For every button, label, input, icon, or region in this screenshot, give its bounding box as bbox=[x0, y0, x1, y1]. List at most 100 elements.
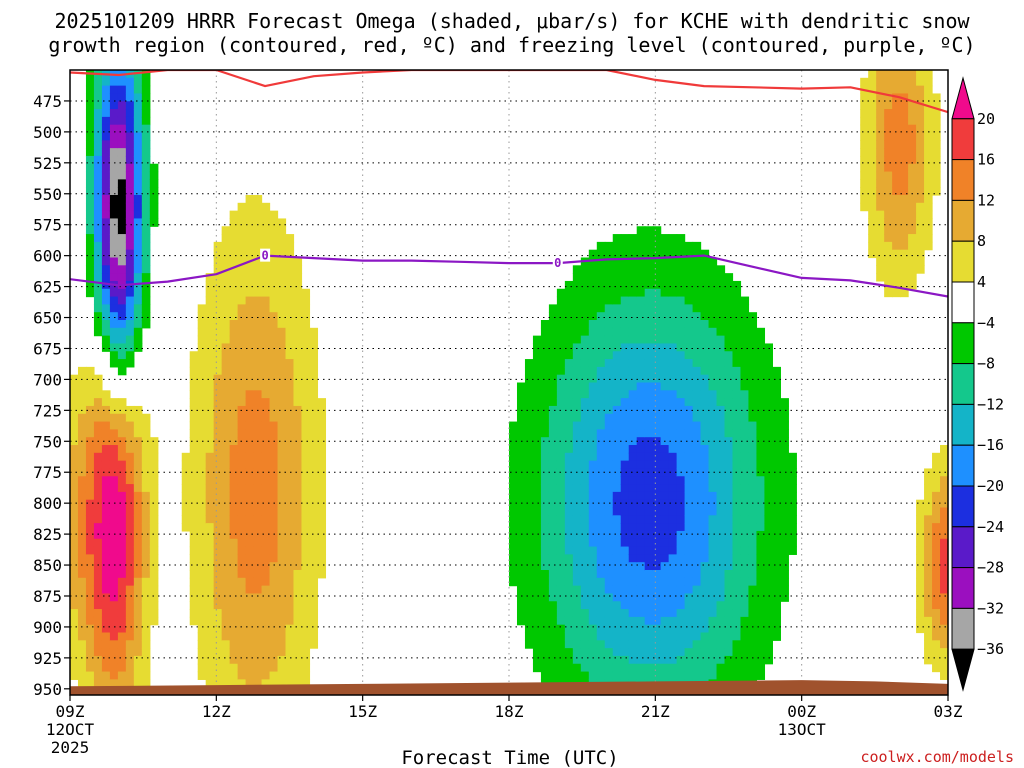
omega-cell bbox=[117, 538, 127, 548]
omega-cell bbox=[253, 429, 263, 438]
omega-cell bbox=[564, 468, 574, 477]
omega-cell bbox=[748, 530, 758, 540]
omega-cell bbox=[580, 476, 590, 485]
omega-cell bbox=[109, 585, 119, 595]
omega-cell bbox=[868, 210, 877, 220]
omega-cell bbox=[77, 476, 87, 485]
omega-cell bbox=[269, 554, 279, 563]
omega-cell bbox=[636, 570, 646, 579]
omega-cell bbox=[724, 460, 734, 470]
omega-cell bbox=[644, 632, 654, 641]
omega-cell bbox=[205, 398, 215, 407]
omega-cell bbox=[772, 601, 781, 610]
omega-cell bbox=[125, 116, 135, 126]
omega-cell bbox=[221, 562, 231, 571]
colorbar-swatch bbox=[951, 485, 975, 528]
omega-cell bbox=[205, 609, 215, 618]
omega-cell bbox=[133, 124, 143, 134]
omega-cell bbox=[141, 609, 151, 618]
omega-cell bbox=[133, 195, 143, 204]
omega-cell bbox=[93, 507, 103, 516]
omega-cell bbox=[221, 593, 231, 602]
omega-cell bbox=[892, 70, 901, 79]
omega-cell bbox=[205, 343, 215, 352]
omega-cell bbox=[181, 476, 191, 485]
omega-cell bbox=[772, 538, 781, 548]
omega-cell bbox=[125, 109, 135, 118]
omega-cell bbox=[740, 437, 750, 446]
omega-cell bbox=[237, 632, 247, 641]
omega-cell bbox=[628, 616, 638, 626]
omega-cell bbox=[245, 437, 255, 446]
omega-cell bbox=[85, 593, 95, 602]
omega-cell bbox=[109, 679, 119, 688]
omega-cell bbox=[237, 429, 247, 438]
omega-cell bbox=[892, 179, 901, 188]
omega-cell bbox=[293, 601, 303, 610]
omega-cell bbox=[285, 499, 295, 509]
omega-cell bbox=[221, 359, 231, 368]
omega-cell bbox=[668, 343, 678, 352]
omega-cell bbox=[85, 460, 95, 470]
omega-cell bbox=[708, 366, 718, 376]
colorbar-swatch bbox=[951, 363, 975, 405]
omega-cell bbox=[109, 429, 119, 438]
omega-cell bbox=[900, 163, 909, 173]
omega-cell bbox=[756, 390, 766, 399]
omega-cell bbox=[229, 632, 239, 641]
omega-cell bbox=[580, 398, 590, 407]
omega-cell bbox=[724, 280, 734, 290]
omega-cell bbox=[237, 312, 247, 321]
omega-cell bbox=[109, 445, 119, 454]
omega-cell bbox=[684, 562, 694, 571]
omega-cell bbox=[668, 616, 678, 626]
omega-cell bbox=[189, 390, 199, 399]
omega-cell bbox=[732, 507, 742, 516]
omega-cell bbox=[612, 421, 622, 430]
omega-cell bbox=[788, 523, 797, 532]
omega-cell bbox=[133, 320, 143, 329]
omega-cell bbox=[700, 663, 710, 673]
omega-cell bbox=[580, 452, 590, 462]
omega-cell bbox=[700, 296, 710, 305]
x-tick-label: 12Z bbox=[202, 702, 231, 721]
omega-cell bbox=[101, 171, 111, 180]
omega-cell bbox=[604, 554, 614, 563]
omega-cell bbox=[572, 507, 582, 516]
omega-cell bbox=[245, 663, 255, 673]
omega-cell bbox=[277, 507, 287, 516]
omega-cell bbox=[628, 499, 638, 509]
omega-cell bbox=[317, 515, 327, 524]
omega-cell bbox=[652, 601, 662, 610]
omega-cell bbox=[708, 405, 718, 415]
omega-cell bbox=[644, 648, 654, 657]
omega-cell bbox=[285, 421, 295, 430]
omega-cell bbox=[237, 538, 247, 548]
omega-cell bbox=[229, 601, 239, 610]
omega-cell bbox=[572, 640, 582, 649]
omega-cell bbox=[740, 515, 750, 524]
omega-cell bbox=[133, 265, 143, 274]
omega-cell bbox=[772, 585, 781, 595]
omega-cell bbox=[644, 476, 654, 485]
omega-cell bbox=[245, 343, 255, 352]
omega-cell bbox=[724, 530, 734, 540]
omega-cell bbox=[716, 335, 726, 345]
omega-cell bbox=[692, 476, 702, 485]
omega-cell bbox=[660, 491, 670, 501]
omega-cell bbox=[612, 609, 622, 618]
omega-cell bbox=[221, 257, 231, 266]
omega-cell bbox=[668, 405, 678, 415]
omega-cell bbox=[133, 109, 143, 118]
omega-cell bbox=[269, 273, 279, 282]
omega-cell bbox=[596, 359, 606, 368]
omega-cell bbox=[141, 280, 151, 290]
omega-cell bbox=[740, 460, 750, 470]
omega-cell bbox=[101, 499, 111, 509]
omega-cell bbox=[548, 570, 558, 579]
omega-cell bbox=[133, 671, 143, 680]
omega-cell bbox=[772, 577, 781, 587]
omega-cell bbox=[892, 265, 901, 274]
omega-cell bbox=[516, 491, 526, 501]
omega-cell bbox=[724, 445, 734, 454]
